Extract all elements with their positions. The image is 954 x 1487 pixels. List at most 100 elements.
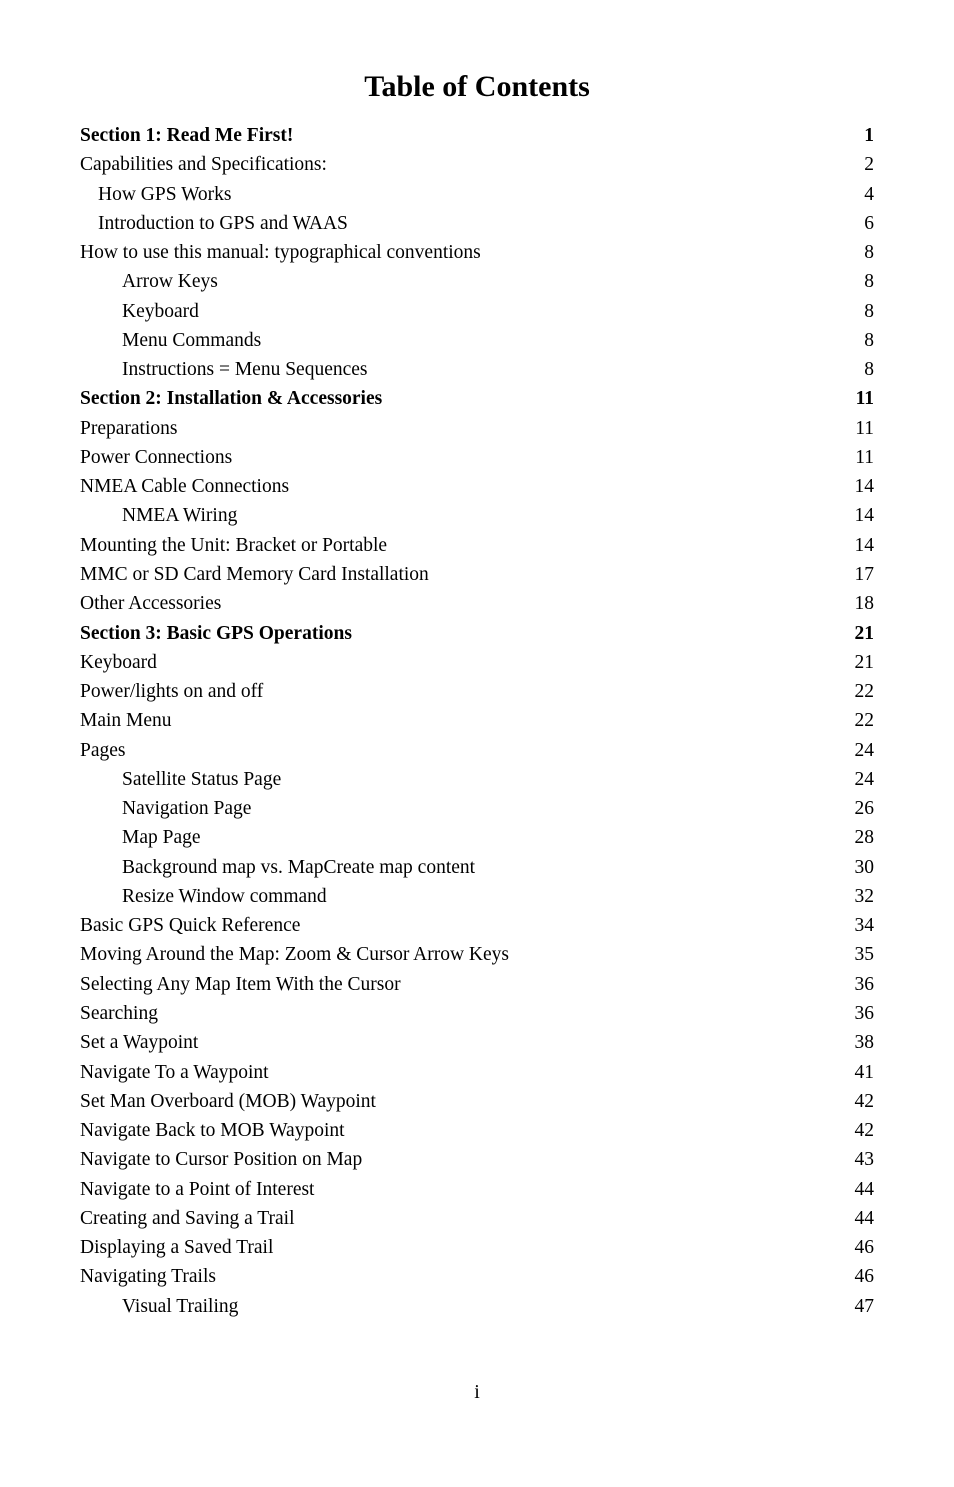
toc-label: Set Man Overboard (MOB) Waypoint [80, 1088, 376, 1116]
toc-page: 8 [844, 239, 874, 267]
toc-label: NMEA Wiring [80, 502, 237, 530]
toc-page: 24 [844, 737, 874, 765]
toc-label: Moving Around the Map: Zoom & Cursor Arr… [80, 941, 509, 969]
toc-label: Other Accessories [80, 590, 221, 618]
toc-row: Set Man Overboard (MOB) Waypoint 42 [80, 1088, 874, 1116]
toc-row: Set a Waypoint 38 [80, 1029, 874, 1057]
toc-page: 42 [844, 1117, 874, 1145]
toc-page: 28 [844, 824, 874, 852]
toc-row: Moving Around the Map: Zoom & Cursor Arr… [80, 941, 874, 969]
toc-page: 14 [844, 532, 874, 560]
toc-label: How to use this manual: typographical co… [80, 239, 481, 267]
toc-page: 36 [844, 1000, 874, 1028]
toc-label: Satellite Status Page [80, 766, 281, 794]
toc-label: Resize Window command [80, 883, 327, 911]
toc-page: 2 [844, 151, 874, 179]
toc-label: Basic GPS Quick Reference [80, 912, 300, 940]
toc-page: 6 [844, 210, 874, 238]
toc-page: 22 [844, 707, 874, 735]
toc-label: Introduction to GPS and WAAS [80, 210, 348, 238]
toc-row: MMC or SD Card Memory Card Installation … [80, 561, 874, 589]
toc-page: 11 [844, 415, 874, 443]
toc-label: Menu Commands [80, 327, 261, 355]
toc-row: Keyboard 8 [80, 298, 874, 326]
toc-row: NMEA Cable Connections 14 [80, 473, 874, 501]
toc-label: Selecting Any Map Item With the Cursor [80, 971, 401, 999]
toc-page: 30 [844, 854, 874, 882]
toc-row: Other Accessories 18 [80, 590, 874, 618]
toc-row: Preparations 11 [80, 415, 874, 443]
toc-row: Basic GPS Quick Reference 34 [80, 912, 874, 940]
toc-page: 8 [844, 356, 874, 384]
toc-label: MMC or SD Card Memory Card Installation [80, 561, 429, 589]
toc-page: 17 [844, 561, 874, 589]
toc-page: 46 [844, 1263, 874, 1291]
toc-page: 11 [844, 385, 874, 413]
toc-row: Power Connections 11 [80, 444, 874, 472]
toc-page: 42 [844, 1088, 874, 1116]
toc-page: 36 [844, 971, 874, 999]
page-title: Table of Contents [80, 70, 874, 104]
toc-row: Introduction to GPS and WAAS 6 [80, 210, 874, 238]
toc-label: Background map vs. MapCreate map content [80, 854, 475, 882]
toc-page: 8 [844, 298, 874, 326]
toc-row: Capabilities and Specifications: 2 [80, 151, 874, 179]
toc-page: 24 [844, 766, 874, 794]
toc-row: Navigation Page 26 [80, 795, 874, 823]
toc-label: Section 1: Read Me First! [80, 122, 293, 150]
toc-row: Resize Window command 32 [80, 883, 874, 911]
toc-label: NMEA Cable Connections [80, 473, 289, 501]
toc-label: Navigating Trails [80, 1263, 216, 1291]
toc-page: 21 [844, 649, 874, 677]
toc-row: Creating and Saving a Trail 44 [80, 1205, 874, 1233]
toc-page: 8 [844, 327, 874, 355]
toc-label: Visual Trailing [80, 1293, 238, 1321]
toc-label: Keyboard [80, 298, 199, 326]
toc-page: 34 [844, 912, 874, 940]
toc-row: Displaying a Saved Trail 46 [80, 1234, 874, 1262]
toc-label: Searching [80, 1000, 158, 1028]
toc-row: Power/lights on and off 22 [80, 678, 874, 706]
toc-row: Instructions = Menu Sequences 8 [80, 356, 874, 384]
toc-page: 11 [844, 444, 874, 472]
toc-row: Searching 36 [80, 1000, 874, 1028]
toc-label: Navigate Back to MOB Waypoint [80, 1117, 345, 1145]
toc-label: Section 3: Basic GPS Operations [80, 620, 352, 648]
toc-row: Map Page 28 [80, 824, 874, 852]
toc-row: Selecting Any Map Item With the Cursor 3… [80, 971, 874, 999]
toc-label: How GPS Works [80, 181, 232, 209]
toc-row: Main Menu 22 [80, 707, 874, 735]
table-of-contents: Section 1: Read Me First! 1Capabilities … [80, 122, 874, 1321]
toc-page: 47 [844, 1293, 874, 1321]
toc-row: Background map vs. MapCreate map content… [80, 854, 874, 882]
toc-label: Navigation Page [80, 795, 251, 823]
toc-page: 44 [844, 1205, 874, 1233]
toc-label: Mounting the Unit: Bracket or Portable [80, 532, 387, 560]
toc-page: 21 [844, 620, 874, 648]
toc-page: 8 [844, 268, 874, 296]
toc-page: 35 [844, 941, 874, 969]
toc-page: 14 [844, 502, 874, 530]
toc-page: 4 [844, 181, 874, 209]
toc-label: Arrow Keys [80, 268, 218, 296]
toc-label: Navigate to Cursor Position on Map [80, 1146, 362, 1174]
toc-row: Navigate To a Waypoint 41 [80, 1059, 874, 1087]
toc-row: Navigating Trails 46 [80, 1263, 874, 1291]
toc-page: 44 [844, 1176, 874, 1204]
toc-page: 38 [844, 1029, 874, 1057]
toc-page: 1 [844, 122, 874, 150]
toc-row: How to use this manual: typographical co… [80, 239, 874, 267]
toc-label: Navigate to a Point of Interest [80, 1176, 314, 1204]
toc-row: How GPS Works 4 [80, 181, 874, 209]
toc-label: Preparations [80, 415, 177, 443]
toc-label: Set a Waypoint [80, 1029, 198, 1057]
toc-page: 46 [844, 1234, 874, 1262]
toc-row: Menu Commands 8 [80, 327, 874, 355]
toc-page: 18 [844, 590, 874, 618]
toc-label: Power Connections [80, 444, 232, 472]
toc-label: Power/lights on and off [80, 678, 263, 706]
toc-label: Main Menu [80, 707, 172, 735]
toc-row: Section 2: Installation & Accessories 11 [80, 385, 874, 413]
toc-row: Navigate Back to MOB Waypoint 42 [80, 1117, 874, 1145]
toc-label: Section 2: Installation & Accessories [80, 385, 382, 413]
